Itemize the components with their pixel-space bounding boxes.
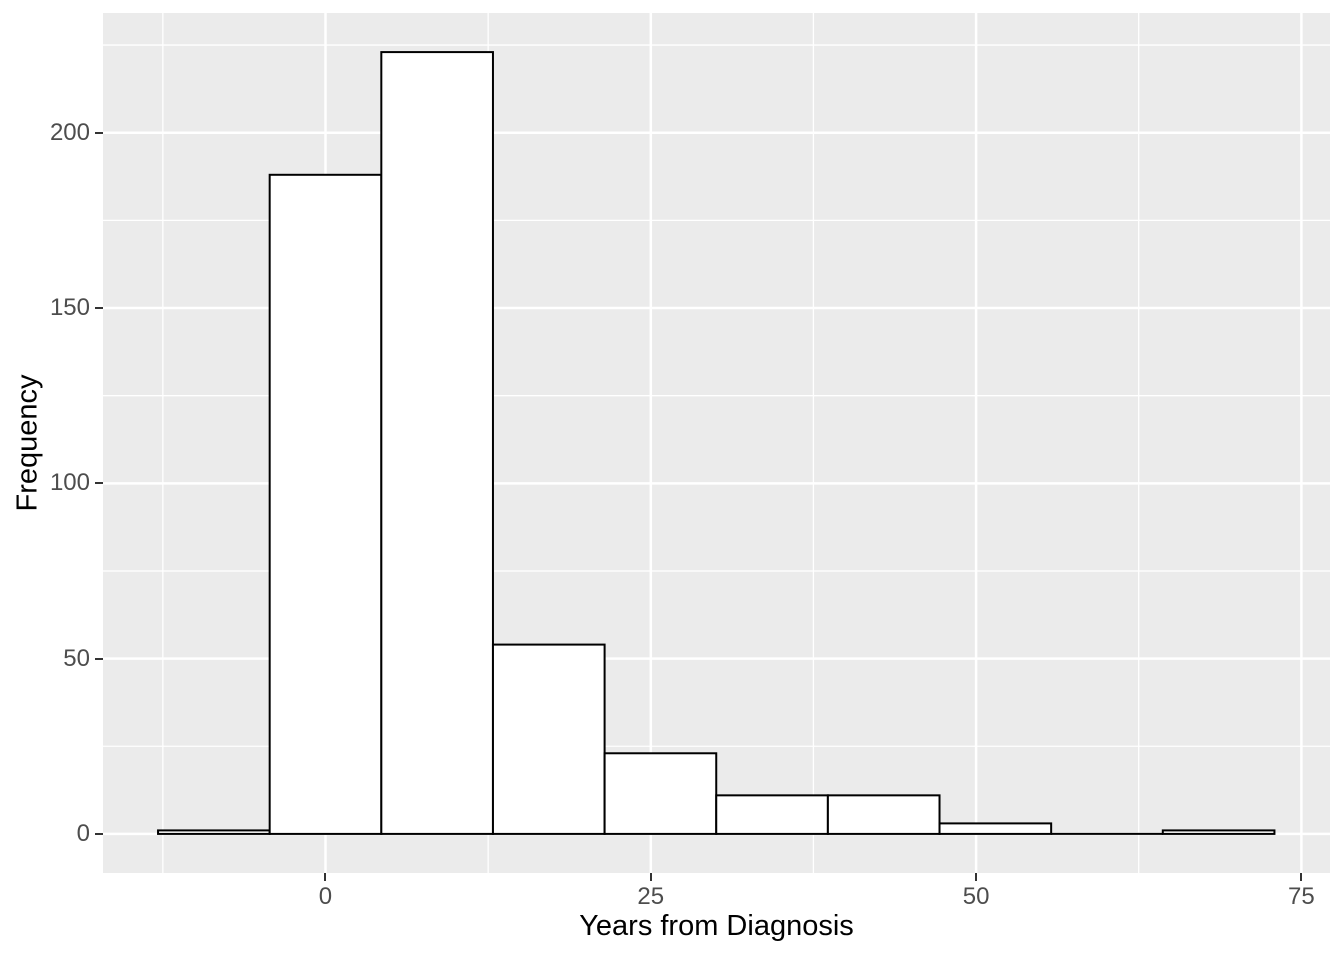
y-tick-mark (95, 482, 103, 485)
x-tick-label: 25 (637, 883, 665, 910)
x-tick-mark (975, 873, 978, 881)
x-tick-mark (324, 873, 327, 881)
y-tick-mark (95, 307, 103, 310)
x-tick-label: 50 (962, 883, 990, 910)
histogram-bar (938, 822, 1053, 835)
histogram-bar (1161, 829, 1276, 835)
histogram-bar (603, 752, 718, 835)
histogram-bar (491, 643, 606, 835)
y-axis-title: Frequency (11, 374, 44, 512)
histogram-bar (268, 173, 383, 835)
x-tick-label: 75 (1288, 883, 1315, 910)
plot-canvas (103, 13, 1330, 873)
histogram-bar (715, 794, 829, 835)
plot-panel (103, 13, 1330, 873)
y-tick-mark (95, 832, 103, 835)
y-tick-label: 150 (49, 294, 90, 322)
x-tick-mark (649, 873, 652, 881)
histogram-bar (157, 829, 271, 835)
y-tick-mark (95, 131, 103, 134)
x-tick-label: 0 (318, 883, 333, 910)
x-axis-title: Years from Diagnosis (579, 910, 854, 942)
y-tick-label: 50 (63, 644, 90, 672)
y-tick-label: 0 (76, 819, 90, 847)
y-tick-label: 100 (49, 469, 90, 497)
histogram-bar (380, 51, 494, 835)
y-tick-mark (95, 657, 103, 660)
x-tick-mark (1300, 873, 1303, 881)
histogram-bar (826, 794, 941, 835)
y-tick-label: 200 (49, 118, 90, 146)
